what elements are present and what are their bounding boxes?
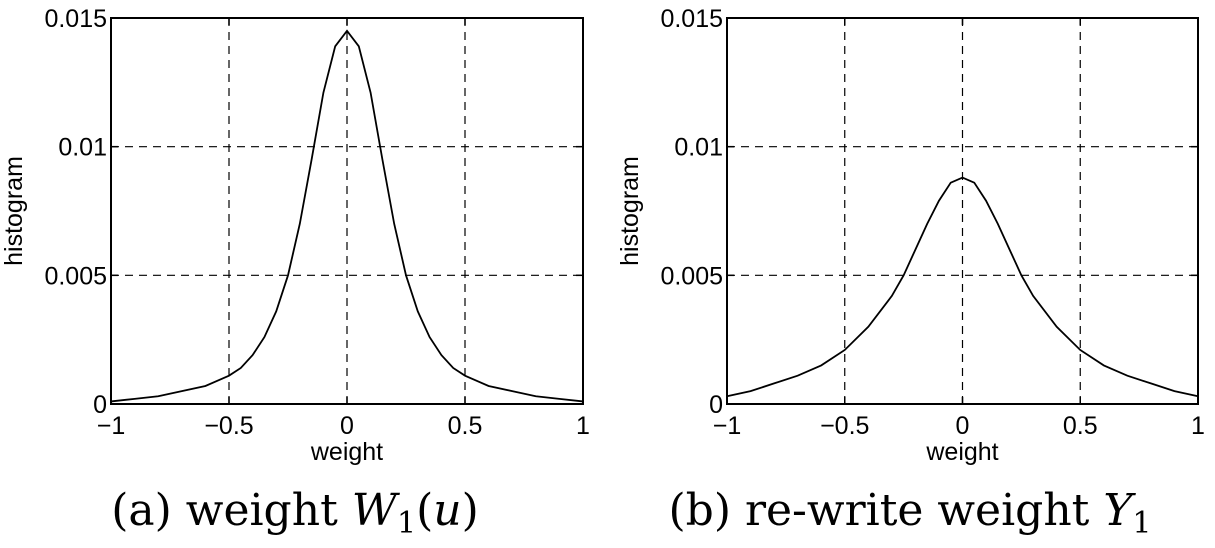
- x-tick-label: 0: [956, 412, 970, 440]
- caption-paren-open: (: [416, 485, 433, 536]
- caption-prefix: (b) re-write weight: [669, 485, 1104, 536]
- caption-prefix: (a) weight: [111, 485, 352, 536]
- y-tick-label: 0: [709, 391, 723, 419]
- y-axis-label: histogram: [616, 156, 644, 266]
- caption-subscript: 1: [397, 506, 416, 541]
- subfigure-caption: (b) re-write weight Y1: [669, 485, 1152, 541]
- caption-math-symbol: W: [352, 485, 401, 536]
- x-tick-label: 0: [340, 412, 354, 440]
- x-axis-label: weight: [925, 438, 998, 466]
- caption-math-symbol: Y: [1103, 485, 1136, 536]
- x-tick-label: −1: [97, 412, 126, 440]
- caption-subscript: 1: [1132, 506, 1151, 541]
- x-tick-label: 1: [576, 412, 590, 440]
- chart-panel-2: −1 −0.5 0 0.5 1 0 0.005 0.01 0.015 weight histogra…: [616, 5, 1205, 541]
- x-axis-label: weight: [310, 438, 383, 466]
- y-tick-label: 0: [93, 391, 107, 419]
- series-line: [726, 176, 1199, 398]
- y-tick-label: 0.01: [58, 134, 107, 162]
- x-tick-label: 0.5: [1063, 412, 1098, 440]
- y-tick-label: 0.015: [44, 5, 107, 33]
- x-tick-label: 1: [1191, 412, 1205, 440]
- y-axis-label: histogram: [0, 156, 28, 266]
- series-line: [110, 29, 584, 403]
- subfigure-caption: (a) weight W1(u): [111, 485, 479, 541]
- y-tick-label: 0.005: [660, 262, 723, 290]
- x-tick-label: −0.5: [820, 412, 869, 440]
- caption-argument: u: [433, 485, 461, 536]
- x-tick-label: −0.5: [204, 412, 253, 440]
- caption-paren-close: ): [462, 485, 479, 536]
- chart-panel-1: −1 −0.5 0 0.5 1 0 0.005 0.01 0.015 weight histogra…: [0, 5, 590, 541]
- y-tick-label: 0.005: [44, 262, 107, 290]
- y-tick-label: 0.015: [660, 5, 723, 33]
- x-tick-label: −1: [713, 412, 742, 440]
- x-tick-label: 0.5: [448, 412, 483, 440]
- y-tick-label: 0.01: [674, 134, 723, 162]
